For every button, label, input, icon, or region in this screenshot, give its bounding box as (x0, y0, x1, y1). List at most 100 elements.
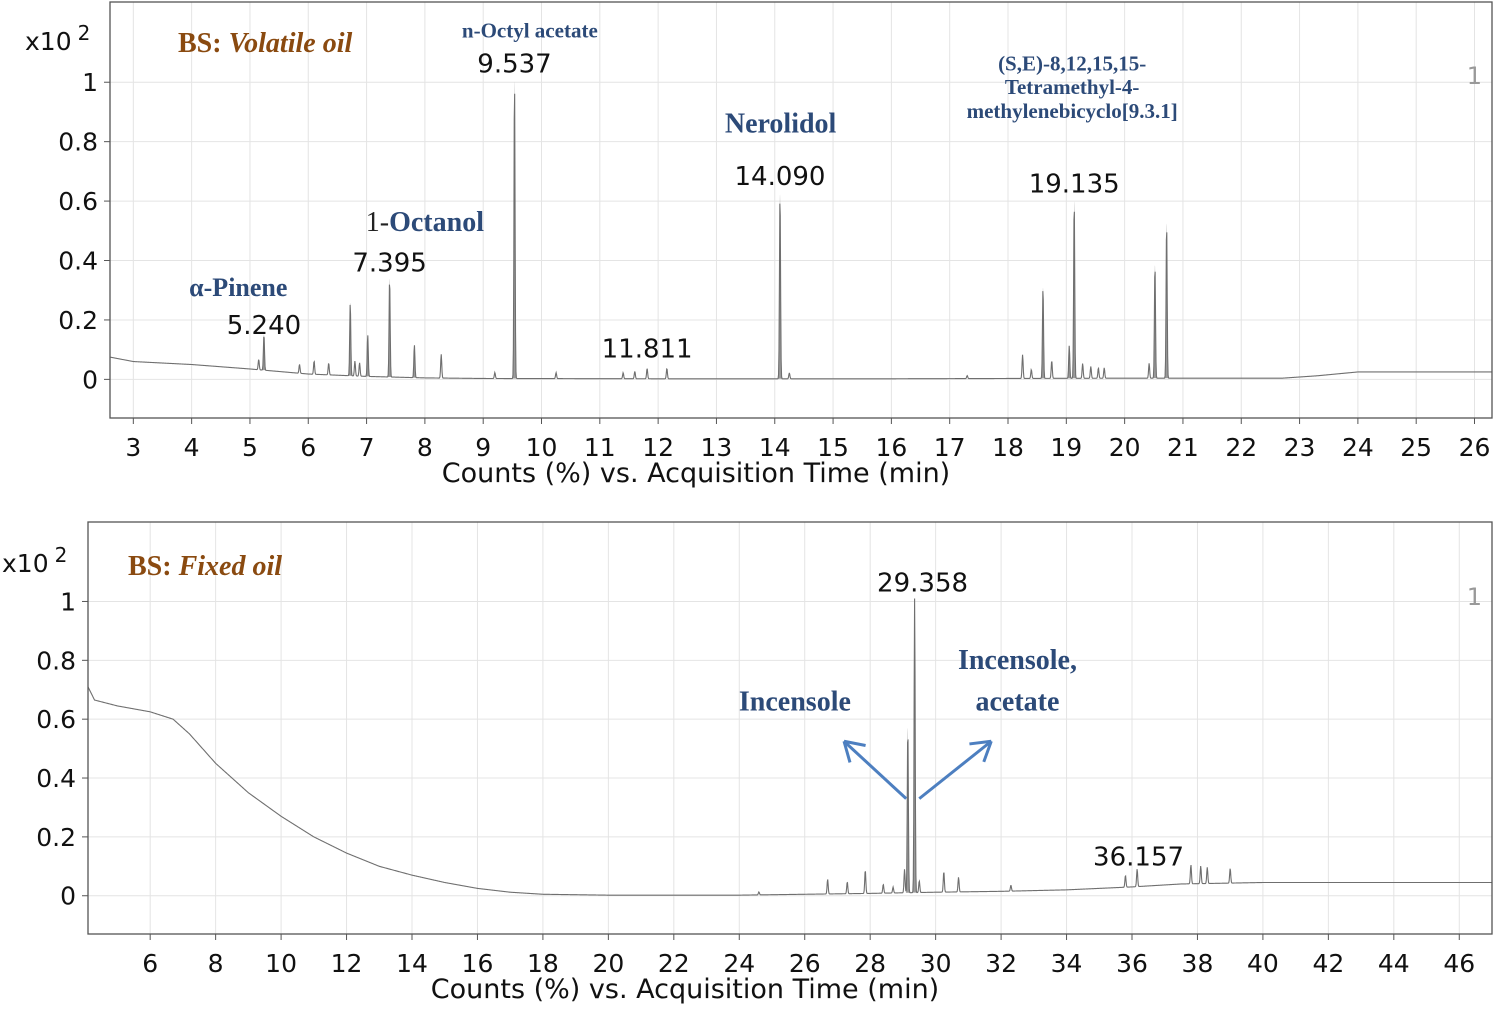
x-tick-label: 26 (1459, 433, 1491, 462)
y-tick-label: 0.8 (36, 646, 76, 675)
y-tick-label: 0.8 (58, 128, 98, 157)
y-tick-label: 1 (82, 68, 98, 97)
y-multiplier-base: x10 (2, 549, 49, 578)
chromatogram-trace (87, 598, 1492, 896)
arrow-icon (842, 739, 908, 800)
peak-7.02 (365, 334, 370, 377)
y-multiplier-base: x10 (25, 27, 72, 56)
arrow-head (842, 740, 852, 763)
plot-frame (87, 521, 1493, 935)
x-tick-label: 26 (789, 949, 821, 978)
x-tick-label: 18 (992, 433, 1024, 462)
compound-label: 1-Octanol (366, 207, 484, 238)
rt-label: 11.811 (602, 335, 693, 365)
panel-number: 1 (1467, 583, 1482, 611)
x-tick-label: 9 (475, 433, 491, 462)
x-tick-label: 28 (854, 949, 886, 978)
rt-label: 14.090 (735, 162, 826, 192)
x-tick-label: 16 (462, 949, 494, 978)
peak-6.72 (348, 302, 353, 376)
y-tick-label: 0.6 (36, 705, 76, 734)
x-tick-label: 24 (723, 949, 755, 978)
x-tick-label: 12 (642, 433, 674, 462)
y-tick-label: 0.2 (36, 823, 76, 852)
x-tick-label: 25 (1400, 433, 1432, 462)
peak-20.72 (1164, 223, 1169, 379)
rt-label: 5.240 (227, 311, 301, 341)
peak-19.05 (1067, 345, 1072, 379)
arrow-icon (918, 739, 993, 800)
compound-label: methylenebicyclo[9.3.1] (967, 99, 1178, 123)
x-tick-label: 4 (184, 433, 200, 462)
y-tick-label: 0.4 (36, 764, 76, 793)
y-tick-label: 0.2 (58, 306, 98, 335)
rt-label: 9.537 (477, 49, 551, 79)
chart-panel-2: 00.20.40.60.816 8 10 12 14 16 18 20 22 24 26 28 30 32… (2, 521, 1493, 1005)
peak-20.52 (1152, 265, 1158, 379)
compound-label: Incensole (739, 686, 851, 717)
y-tick-label: 0.4 (58, 247, 98, 276)
x-tick-label: 34 (1051, 949, 1083, 978)
compound-label-name: Octanol (389, 207, 484, 238)
chart-title-italic: Volatile oil (229, 28, 353, 59)
retention-time-labels: 29.358 36.157 (877, 569, 1184, 873)
arrow-head (982, 740, 993, 763)
x-tick-label: 17 (934, 433, 966, 462)
x-tick-label: 8 (208, 949, 224, 978)
x-tick-label: 12 (331, 949, 363, 978)
chart-panel-1: 00.20.40.60.813 4 5 6 7 8 9 10 11 12 13 14 15 16 17 18 1… (25, 1, 1493, 489)
arrow-head (969, 739, 992, 746)
x-tick-label: 40 (1247, 949, 1279, 978)
compound-label: Tetramethyl-4- (1005, 75, 1140, 99)
compound-label: α-Pinene (189, 273, 287, 302)
x-tick-label: 24 (1342, 433, 1374, 462)
x-tick-label: 6 (142, 949, 158, 978)
rt-label: 29.358 (877, 569, 968, 599)
x-tick-label: 20 (592, 949, 624, 978)
peak-29.15 (905, 727, 910, 893)
y-tick-label: 0 (82, 365, 98, 394)
x-tick-label: 20 (1109, 433, 1141, 462)
panel-number: 1 (1467, 62, 1482, 90)
x-tick-label: 10 (526, 433, 558, 462)
compound-label: n-Octyl acetate (462, 19, 598, 43)
compound-label: acetate (975, 686, 1059, 717)
peak-19.135 (1072, 201, 1077, 379)
x-tick-label: 30 (920, 949, 952, 978)
x-tick-label: 44 (1378, 949, 1410, 978)
grid (110, 2, 1492, 418)
x-tick-label: 23 (1284, 433, 1316, 462)
x-tick-label: 22 (1225, 433, 1257, 462)
x-tick-label: 6 (300, 433, 316, 462)
x-axis-label: Counts (%) vs. Acquisition Time (min) (431, 974, 939, 1004)
y-tick-label: 1 (60, 587, 76, 616)
peak-shading (261, 81, 1169, 379)
chart-title: BS: Fixed oil (128, 551, 282, 582)
x-tick-label: 3 (125, 433, 141, 462)
x-tick-label: 8 (417, 433, 433, 462)
retention-time-labels: 5.240 7.395 9.537 11.811 14.090 19.135 (227, 49, 1120, 364)
x-tick-label: 32 (985, 949, 1017, 978)
x-axis: 6 8 10 12 14 16 18 20 22 24 26 28 30 32 34 36 38 40 42 44 46 (142, 934, 1475, 978)
rt-label: 36.157 (1093, 842, 1184, 872)
x-tick-label: 22 (658, 949, 690, 978)
peak-29.358 (912, 598, 917, 893)
compound-label: Incensole, (958, 645, 1077, 676)
peak-7.395 (387, 278, 392, 378)
x-tick-label: 7 (359, 433, 375, 462)
x-axis-label: Counts (%) vs. Acquisition Time (min) (442, 458, 950, 489)
x-tick-label: 13 (701, 433, 733, 462)
x-tick-label: 18 (527, 949, 559, 978)
peak-5.24 (261, 334, 267, 371)
peak-14.09 (777, 194, 783, 379)
chart-title-prefix: BS: (178, 28, 229, 59)
y-multiplier-exp: 2 (55, 543, 68, 567)
chart-title-italic: Fixed oil (178, 551, 283, 582)
x-tick-label: 14 (396, 949, 428, 978)
rt-label: 19.135 (1029, 170, 1120, 200)
plot-frame (109, 1, 1493, 419)
rt-label: 7.395 (352, 248, 426, 278)
x-tick-label: 15 (817, 433, 849, 462)
compound-label: Nerolidol (725, 109, 837, 140)
